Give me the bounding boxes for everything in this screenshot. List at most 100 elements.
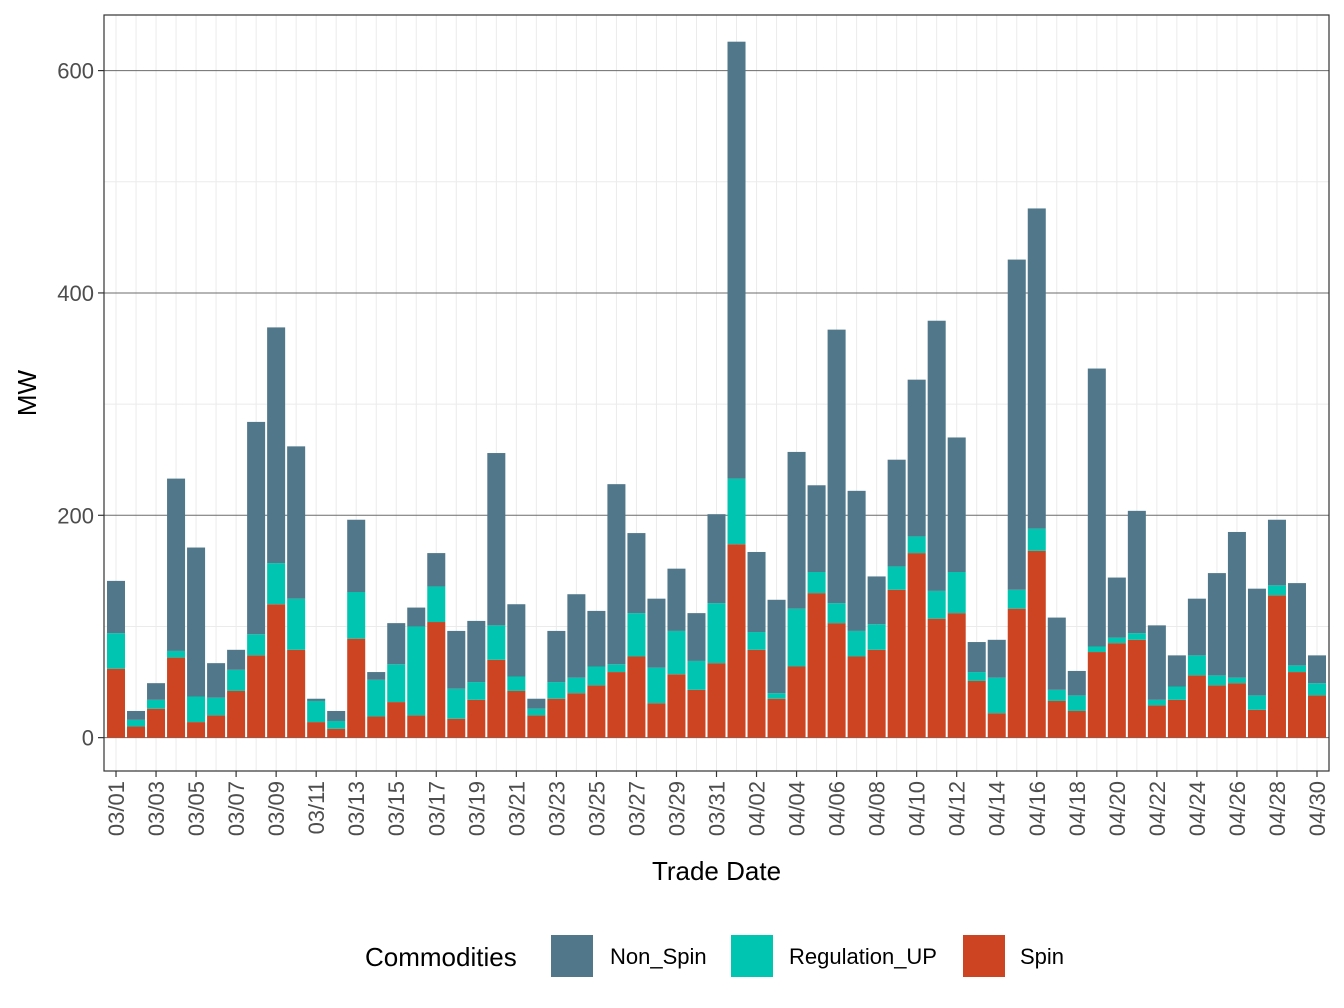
bar-spin xyxy=(827,623,846,738)
x-tick-label: 04/28 xyxy=(1265,781,1290,836)
bar-spin xyxy=(267,604,286,738)
bar-non-spin xyxy=(687,613,706,661)
bar-non-spin xyxy=(527,698,546,709)
bar-spin xyxy=(947,613,966,738)
bar-non-spin xyxy=(107,580,126,634)
bar-spin xyxy=(607,672,626,738)
x-tick-label: 04/16 xyxy=(1025,781,1050,836)
x-tick-label: 04/08 xyxy=(865,781,890,836)
x-axis-title: Trade Date xyxy=(652,856,781,886)
bar-spin xyxy=(1207,685,1226,738)
bar-spin xyxy=(1067,710,1086,738)
bar-spin xyxy=(527,715,546,738)
bar-non-spin xyxy=(867,576,886,625)
bar-spin xyxy=(927,618,946,738)
bar-non-spin xyxy=(327,710,346,721)
x-tick-label: 04/02 xyxy=(745,781,770,836)
bar-regulation-up xyxy=(867,624,886,650)
y-axis-title: MW xyxy=(12,369,42,416)
bar-regulation-up xyxy=(907,536,926,554)
bar-regulation-up xyxy=(887,566,906,590)
bar-non-spin xyxy=(767,599,786,694)
x-tick-label: 03/31 xyxy=(705,781,730,836)
bar-spin xyxy=(507,690,526,738)
bar-non-spin xyxy=(447,630,466,689)
bar-regulation-up xyxy=(1227,677,1246,684)
bar-non-spin xyxy=(787,451,806,609)
bar-regulation-up xyxy=(1147,699,1166,706)
bar-regulation-up xyxy=(927,590,946,619)
bar-spin xyxy=(307,722,326,738)
bar-non-spin xyxy=(347,519,366,593)
bar-non-spin xyxy=(647,598,666,668)
bar-regulation-up xyxy=(747,632,766,650)
bar-spin xyxy=(1027,550,1046,738)
x-tick-label: 03/13 xyxy=(344,781,369,836)
bar-regulation-up xyxy=(1187,655,1206,676)
bar-regulation-up xyxy=(787,608,806,667)
bar-regulation-up xyxy=(247,634,266,656)
bar-non-spin xyxy=(987,639,1006,678)
bar-spin xyxy=(1107,643,1126,738)
x-tick-label: 04/14 xyxy=(985,781,1010,836)
bar-spin xyxy=(567,693,586,738)
bar-spin xyxy=(1247,709,1266,738)
bar-regulation-up xyxy=(347,592,366,639)
bar-non-spin xyxy=(287,446,306,599)
bar-non-spin xyxy=(307,698,326,701)
x-tick-label: 03/07 xyxy=(224,781,249,836)
bar-non-spin xyxy=(387,623,406,665)
bar-regulation-up xyxy=(487,625,506,660)
bar-spin xyxy=(727,544,746,738)
bar-regulation-up xyxy=(767,693,786,699)
bar-spin xyxy=(1047,700,1066,738)
bar-spin xyxy=(547,698,566,738)
legend-key-regulation-up xyxy=(731,935,773,977)
bar-spin xyxy=(447,718,466,738)
bar-spin xyxy=(647,703,666,738)
bar-regulation-up xyxy=(447,688,466,719)
x-tick-label: 04/20 xyxy=(1105,781,1130,836)
bar-non-spin xyxy=(627,533,646,614)
bar-non-spin xyxy=(827,329,846,604)
bar-non-spin xyxy=(807,485,826,572)
bar-non-spin xyxy=(167,478,186,651)
bar-spin xyxy=(747,649,766,738)
bar-non-spin xyxy=(147,683,166,700)
bar-spin xyxy=(347,638,366,738)
bar-regulation-up xyxy=(1047,689,1066,701)
bar-non-spin xyxy=(187,547,206,697)
bar-spin xyxy=(1147,705,1166,738)
bar-non-spin xyxy=(887,459,906,567)
bar-spin xyxy=(687,689,706,738)
bar-spin xyxy=(407,715,426,738)
x-tick-label: 03/19 xyxy=(464,781,489,836)
bar-spin xyxy=(467,699,486,738)
bar-regulation-up xyxy=(1207,675,1226,686)
bar-regulation-up xyxy=(527,708,546,716)
bar-non-spin xyxy=(467,620,486,683)
bar-regulation-up xyxy=(827,603,846,624)
bar-non-spin xyxy=(1007,259,1026,590)
bar-spin xyxy=(427,622,446,738)
bar-spin xyxy=(187,722,206,738)
bar-spin xyxy=(967,680,986,738)
bar-regulation-up xyxy=(987,677,1006,714)
bar-non-spin xyxy=(847,490,866,631)
bar-non-spin xyxy=(127,710,146,720)
x-tick-label: 03/25 xyxy=(584,781,609,836)
bar-regulation-up xyxy=(947,571,966,614)
x-tick-label: 04/24 xyxy=(1185,781,1210,836)
legend: Commodities Non_Spin Regulation_UP Spin xyxy=(365,935,1064,977)
bar-non-spin xyxy=(947,437,966,572)
bar-non-spin xyxy=(967,642,986,673)
y-tick-label: 200 xyxy=(57,503,94,528)
bar-non-spin xyxy=(1267,519,1286,586)
bar-regulation-up xyxy=(707,603,726,664)
bar-spin xyxy=(1227,683,1246,738)
bar-regulation-up xyxy=(427,586,446,623)
bar-non-spin xyxy=(747,551,766,633)
bar-regulation-up xyxy=(267,563,286,605)
bar-regulation-up xyxy=(587,666,606,686)
x-tick-label: 04/04 xyxy=(785,781,810,836)
